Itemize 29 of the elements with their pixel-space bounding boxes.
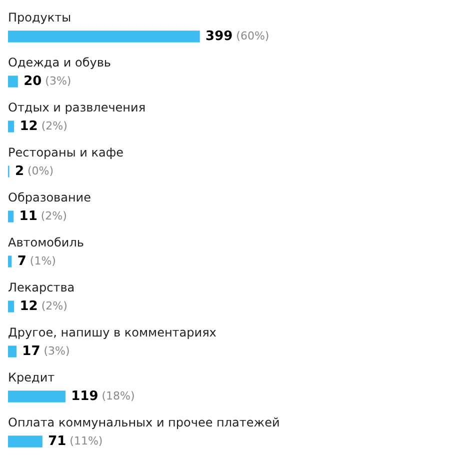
bar bbox=[8, 30, 200, 42]
data-label: 20 (3%) bbox=[24, 74, 72, 89]
y-tick-label: Оплата коммунальных и прочее платежей bbox=[8, 416, 280, 430]
y-tick-label: Отдых и развлечения bbox=[8, 100, 146, 115]
bar bbox=[8, 390, 66, 402]
data-label: 71 (11%) bbox=[48, 434, 103, 449]
data-label: 2 (0%) bbox=[14, 164, 54, 179]
data-label: 399 (60%) bbox=[206, 28, 270, 44]
bar bbox=[8, 76, 18, 88]
data-label: 17 (3%) bbox=[22, 344, 70, 359]
bar bbox=[8, 300, 14, 312]
bar bbox=[8, 210, 14, 222]
y-tick-label: Одежда и обувь bbox=[8, 56, 112, 70]
data-label: 12 (2%) bbox=[20, 118, 68, 134]
y-tick-label: Кредит bbox=[8, 370, 55, 385]
y-tick-label: Продукты bbox=[8, 10, 72, 25]
bar bbox=[8, 120, 14, 132]
y-tick-label: Лекарства bbox=[8, 280, 75, 295]
bar bbox=[8, 436, 42, 448]
bar bbox=[8, 346, 16, 358]
data-label: 11 (2%) bbox=[19, 208, 67, 224]
y-tick-label: Рестораны и кафе bbox=[8, 146, 124, 160]
y-tick-label: Другое, напишу в комментариях bbox=[8, 326, 216, 340]
data-label: 119 (18%) bbox=[71, 388, 135, 404]
y-tick-label: Образование bbox=[8, 190, 91, 205]
data-label: 7 (1%) bbox=[17, 254, 56, 269]
y-tick-label: Автомобиль bbox=[8, 236, 84, 250]
bar bbox=[8, 256, 12, 268]
data-label: 12 (2%) bbox=[20, 298, 68, 314]
